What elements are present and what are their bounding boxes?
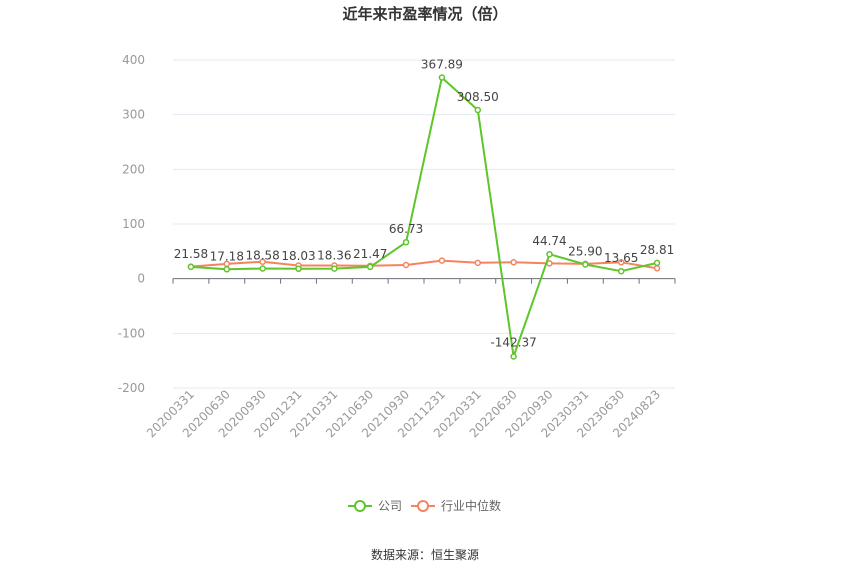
data-label: 21.47 [353, 247, 387, 261]
data-label: 28.81 [640, 243, 674, 257]
data-label: 13.65 [604, 251, 638, 265]
legend-label: 公司 [378, 499, 402, 513]
data-point[interactable] [546, 250, 553, 258]
legend[interactable]: 公司 行业中位数 [348, 498, 501, 513]
y-tick-label: 300 [122, 108, 145, 122]
legend-label: 行业中位数 [441, 498, 501, 513]
legend-item-0[interactable]: 公司 [348, 499, 402, 513]
data-point[interactable] [331, 265, 338, 272]
chart-title: 近年来市盈率情况（倍） [342, 5, 507, 23]
data-point[interactable] [653, 265, 661, 272]
data-point[interactable] [187, 263, 195, 271]
data-point[interactable] [402, 261, 410, 269]
data-label: 367.89 [421, 58, 463, 72]
legend-item-1[interactable]: 行业中位数 [411, 498, 501, 513]
source-note: 数据来源：恒生聚源 [371, 547, 479, 562]
data-point[interactable] [510, 259, 517, 266]
y-tick-label: -100 [118, 326, 145, 340]
data-point[interactable] [438, 257, 446, 264]
data-label: 18.36 [317, 249, 351, 263]
data-point[interactable] [223, 266, 231, 273]
y-tick-label: -200 [118, 381, 145, 395]
data-point[interactable] [402, 238, 410, 246]
data-point[interactable] [617, 267, 625, 275]
data-label: 44.74 [532, 234, 566, 248]
x-axis: 2020033120200630202009302020123120210331… [144, 278, 676, 440]
data-point[interactable] [474, 259, 482, 267]
legend-marker [417, 500, 429, 512]
data-label: 18.58 [245, 249, 279, 263]
data-point[interactable] [510, 353, 517, 360]
data-label: 21.58 [174, 247, 208, 261]
y-tick-label: 100 [122, 217, 145, 231]
data-label: 66.73 [389, 222, 423, 236]
data-label: 18.03 [281, 249, 315, 263]
y-tick-label: 400 [122, 53, 145, 67]
y-tick-label: 200 [122, 162, 145, 176]
y-tick-label: 0 [137, 272, 145, 286]
data-label: -142.37 [490, 335, 536, 349]
data-point[interactable] [295, 265, 302, 273]
series-lines [187, 74, 661, 360]
data-label: 17.18 [210, 249, 244, 263]
data-label: 25.90 [568, 245, 602, 259]
data-label: 308.50 [457, 90, 499, 104]
grid-lines [173, 59, 675, 389]
data-point[interactable] [438, 74, 446, 81]
data-point[interactable] [259, 265, 266, 272]
data-point[interactable] [366, 263, 374, 271]
data-point[interactable] [582, 261, 589, 268]
y-axis: -200 -100 0 100 200 300 400 [118, 53, 145, 395]
data-point[interactable] [653, 259, 661, 267]
data-point[interactable] [617, 259, 625, 266]
data-point[interactable] [474, 106, 482, 114]
data-point[interactable] [259, 258, 266, 265]
legend-marker [354, 500, 366, 512]
series-line-0 [190, 76, 658, 358]
